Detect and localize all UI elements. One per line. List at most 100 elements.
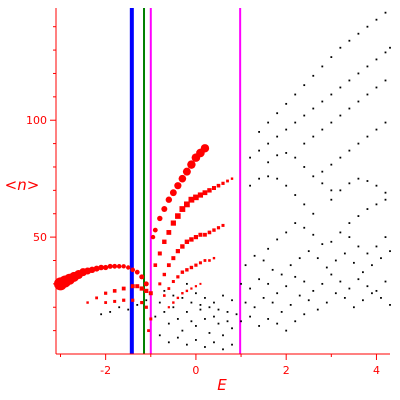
black-point-95 — [262, 259, 265, 262]
black-point-190 — [208, 306, 211, 309]
black-point-85 — [384, 236, 387, 239]
black-point-1 — [249, 156, 251, 159]
black-point-194 — [185, 282, 188, 285]
black-point-142 — [380, 296, 382, 299]
black-point-112 — [258, 278, 261, 281]
black-point-137 — [334, 292, 337, 295]
black-point-32 — [384, 11, 387, 14]
black-point-23 — [303, 84, 306, 87]
red-square-point-40 — [171, 256, 176, 261]
black-point-67 — [330, 198, 333, 201]
black-point-183 — [145, 299, 148, 302]
x-tick-label: -2 — [100, 364, 111, 377]
black-point-89 — [321, 243, 324, 246]
red-circle-point-17 — [130, 267, 136, 273]
black-point-165 — [213, 315, 215, 318]
black-point-29 — [357, 32, 360, 35]
red-square-point-46 — [198, 232, 203, 237]
black-point-106 — [362, 271, 364, 274]
black-point-116 — [294, 275, 297, 278]
red-square-point-33 — [216, 183, 221, 188]
black-point-59 — [249, 184, 251, 187]
black-point-58 — [330, 189, 333, 192]
black-point-13 — [357, 72, 360, 75]
red-circle-point-24 — [161, 206, 168, 213]
x-tick-label: 4 — [373, 364, 380, 377]
red-circle-point-21 — [150, 234, 156, 240]
black-point-144 — [240, 320, 242, 323]
black-point-14 — [366, 65, 369, 68]
black-point-28 — [348, 39, 351, 42]
black-point-104 — [343, 252, 346, 255]
black-point-77 — [375, 203, 378, 206]
black-point-6 — [294, 121, 297, 124]
black-point-47 — [357, 142, 360, 145]
black-point-52 — [276, 154, 279, 157]
red-square-point-55 — [176, 275, 180, 279]
black-point-54 — [294, 156, 297, 159]
red-square-point-49 — [212, 228, 216, 232]
axes-group — [55, 8, 390, 355]
red-square-point-69 — [190, 287, 193, 290]
red-square-point-57 — [185, 268, 189, 272]
black-point-184 — [100, 313, 103, 316]
black-point-103 — [334, 259, 337, 262]
black-point-24 — [312, 74, 315, 77]
black-point-12 — [348, 79, 351, 82]
red-square-point-18 — [147, 329, 150, 333]
black-point-120 — [330, 273, 333, 276]
black-point-96 — [271, 268, 274, 271]
black-point-153 — [158, 301, 161, 304]
red-square-point-26 — [183, 201, 190, 208]
red-square-point-31 — [207, 188, 212, 193]
black-point-127 — [244, 301, 247, 304]
black-point-199 — [231, 299, 233, 302]
red-square-point-51 — [221, 223, 225, 227]
black-point-21 — [285, 102, 288, 105]
black-point-177 — [222, 348, 224, 351]
red-square-point-11 — [104, 301, 108, 304]
red-square-point-42 — [180, 244, 185, 249]
black-point-90 — [285, 231, 288, 234]
black-point-97 — [280, 273, 283, 276]
black-point-94 — [253, 254, 256, 257]
black-point-146 — [258, 325, 261, 327]
black-point-4 — [276, 135, 279, 138]
red-square-point-71 — [199, 282, 202, 285]
black-point-122 — [348, 287, 351, 290]
black-point-162 — [199, 308, 202, 311]
black-point-187 — [181, 296, 184, 299]
red-square-point-16 — [144, 305, 148, 309]
red-square-point-17 — [149, 317, 153, 321]
red-square-point-63 — [212, 256, 216, 260]
red-square-point-19 — [153, 263, 158, 267]
black-point-126 — [384, 280, 387, 283]
black-point-193 — [235, 313, 238, 316]
black-point-168 — [226, 320, 229, 323]
black-point-124 — [366, 285, 369, 288]
black-point-197 — [213, 301, 215, 304]
x-tick-label: 0 — [192, 364, 199, 377]
black-point-48 — [366, 135, 369, 138]
black-point-63 — [285, 184, 288, 187]
black-point-57 — [321, 182, 324, 185]
red-square-point-70 — [194, 285, 198, 288]
black-point-121 — [339, 280, 342, 283]
black-point-145 — [249, 315, 251, 318]
black-point-18 — [258, 131, 261, 133]
red-square-point-44 — [189, 237, 194, 242]
red-square-point-12 — [113, 299, 117, 303]
black-point-125 — [375, 289, 378, 292]
black-point-196 — [204, 296, 206, 299]
black-point-181 — [127, 308, 130, 311]
black-point-173 — [185, 343, 188, 346]
red-square-point-59 — [194, 263, 198, 267]
black-point-98 — [289, 264, 292, 267]
red-square-point-1 — [86, 301, 89, 304]
black-point-69 — [348, 182, 351, 185]
red-square-point-2 — [95, 296, 99, 300]
red-square-point-20 — [157, 251, 162, 256]
black-point-74 — [348, 222, 351, 224]
black-point-185 — [163, 289, 166, 292]
